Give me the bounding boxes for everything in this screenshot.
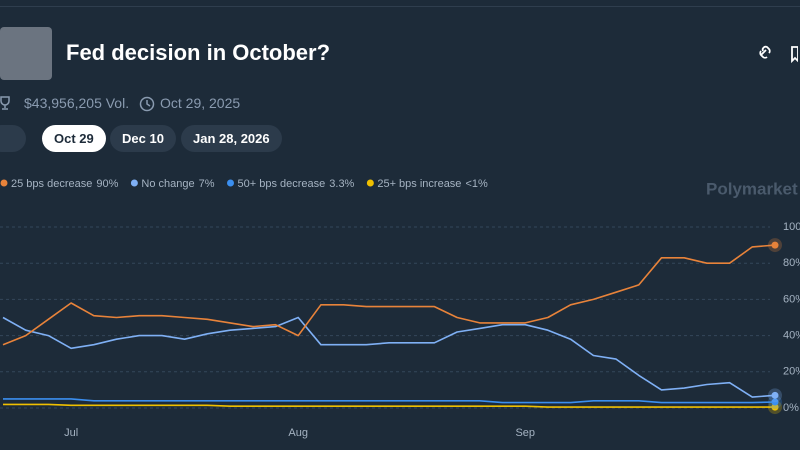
market-image: [0, 27, 52, 80]
date-tab[interactable]: Oct 29: [42, 125, 106, 152]
end-dot: [771, 391, 779, 399]
series-line: [3, 403, 775, 408]
market-title: Fed decision in October?: [66, 40, 331, 65]
y-tick-label: 60%: [783, 293, 800, 305]
legend-value: 90%: [96, 178, 118, 190]
legend-dot: [0, 179, 8, 187]
y-tick-label: 100%: [783, 221, 800, 233]
legend-dot: [366, 179, 374, 187]
legend-value: 7%: [199, 178, 215, 190]
series-line: [2, 244, 776, 346]
legend-value: <1%: [465, 178, 488, 190]
y-tick-label: 40%: [783, 330, 800, 342]
end-date: Oct 29, 2025: [160, 95, 241, 111]
end-dot: [771, 241, 779, 249]
date-tab[interactable]: Dec 10: [110, 125, 176, 152]
end-dot: [771, 403, 779, 411]
legend-name: 25 bps decrease: [11, 178, 92, 190]
end-dot: [771, 398, 779, 406]
date-tab[interactable]: Jan 28, 2026: [181, 125, 282, 152]
trophy-icon: [0, 96, 10, 110]
legend-name: No change: [141, 178, 194, 190]
top-divider: [0, 6, 800, 7]
volume: $43,956,205 Vol.: [24, 95, 130, 111]
legend-item: 25 bps decrease 90%: [0, 178, 119, 190]
watermark: Polymarket: [706, 179, 798, 198]
legend-item: 25+ bps increase <1%: [366, 178, 488, 190]
y-tick-label: 20%: [783, 366, 800, 378]
x-tick-label: Jul: [64, 427, 78, 439]
legend-name: 25+ bps increase: [377, 178, 461, 190]
series-line: [3, 398, 776, 404]
legend-dot: [227, 179, 234, 187]
legend-value: 3.3%: [329, 178, 354, 190]
legend-dot: [130, 179, 138, 187]
x-tick-label: Aug: [288, 427, 308, 439]
action-icons[interactable]: [758, 44, 798, 64]
x-tick-label: Sep: [515, 427, 535, 439]
y-tick-label: 0%: [783, 402, 799, 414]
legend-item: 50+ bps decrease 3.3%: [227, 178, 355, 190]
y-tick-label: 80%: [783, 257, 800, 269]
legend-name: 50+ bps decrease: [238, 178, 326, 190]
chart: Polymarket 0% 20% 40% 60% 80% 100% Jul Aug Sep 25…: [0, 178, 800, 439]
clock-icon: [139, 96, 155, 112]
series-line: [2, 316, 776, 398]
legend-item: No change 7%: [130, 178, 215, 190]
history-button[interactable]: [0, 125, 26, 152]
